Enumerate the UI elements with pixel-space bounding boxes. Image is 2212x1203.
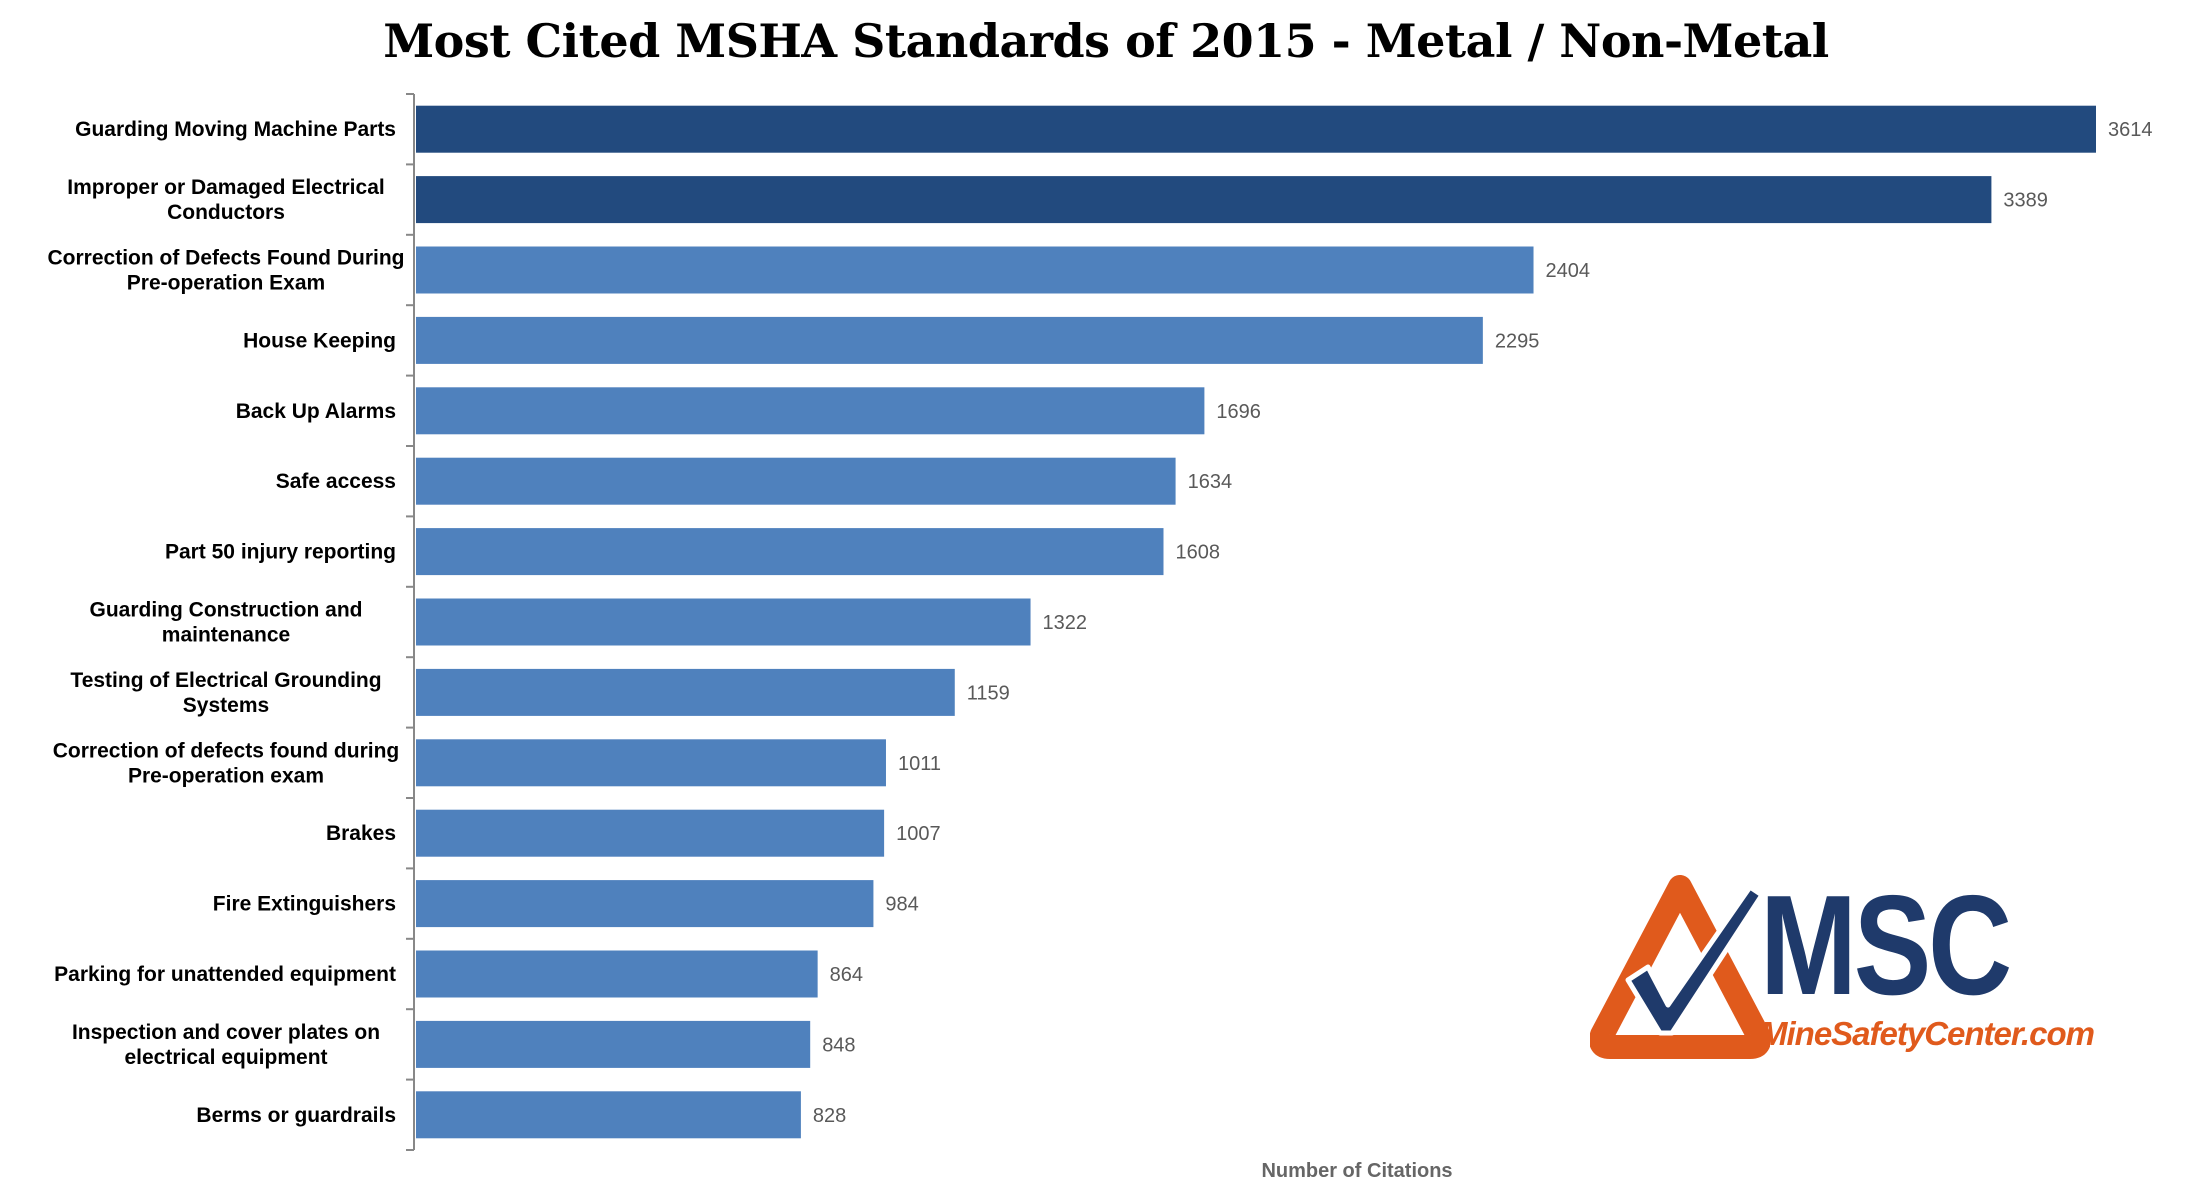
bars (416, 105, 2096, 1139)
bar (416, 1020, 811, 1068)
chart-title: Most Cited MSHA Standards of 2015 - Meta… (383, 14, 1829, 68)
category-label: House Keeping (243, 329, 396, 352)
data-label: 984 (885, 894, 918, 916)
category-label: Improper or Damaged Electrical Conductors (67, 176, 384, 224)
category-label: Testing of Electrical Grounding Systems (70, 669, 381, 717)
bar (416, 668, 955, 716)
data-label: 3614 (2108, 119, 2153, 141)
msc-logo: MSC MineSafetyCenter.com (1590, 866, 2095, 1060)
category-label: Safe access (276, 470, 396, 493)
value-labels: 3614 3389 2404 2295 1696 1634 1608 1322 1159 1011… (813, 119, 2153, 1127)
bar (416, 528, 1164, 576)
category-label: Parking for unattended equipment (54, 963, 396, 986)
logo-url-text: MineSafetyCenter.com (1760, 1015, 2095, 1052)
data-label: 1696 (1216, 401, 1261, 423)
data-label: 1634 (1188, 471, 1233, 493)
category-labels: Guarding Moving Machine Parts Improper or… (48, 118, 405, 1127)
x-axis-title: Number of Citations (1261, 1160, 1452, 1182)
bar (416, 316, 1483, 364)
data-label: 1011 (898, 753, 941, 775)
category-label: Guarding Construction and maintenance (90, 599, 363, 647)
bar (416, 457, 1176, 505)
logo-msc-text: MSC (1760, 866, 2012, 1025)
data-label: 1608 (1175, 542, 1220, 564)
category-label: Correction of defects found during Pre-op… (53, 739, 400, 787)
check-triangle-icon (1590, 875, 1770, 1059)
data-label: 1159 (967, 682, 1010, 704)
bar (416, 176, 1992, 224)
data-label: 1007 (896, 823, 941, 845)
bar (416, 1091, 801, 1139)
category-label: Correction of Defects Found During Pre-op… (48, 247, 405, 295)
data-label: 828 (813, 1105, 846, 1127)
data-label: 1322 (1043, 612, 1088, 634)
bar (416, 950, 818, 998)
bar (416, 387, 1205, 435)
data-label: 2404 (1546, 260, 1591, 282)
bar (416, 105, 2096, 153)
category-label: Brakes (326, 822, 396, 845)
category-label: Back Up Alarms (236, 400, 396, 423)
category-label: Berms or guardrails (196, 1104, 396, 1127)
category-label: Part 50 injury reporting (165, 541, 396, 564)
bar (416, 809, 885, 857)
data-label: 864 (830, 964, 863, 986)
data-label: 3389 (2003, 190, 2048, 212)
bar (416, 598, 1031, 646)
y-axis (406, 93, 415, 1151)
bar (416, 739, 886, 787)
data-label: 2295 (1495, 330, 1540, 352)
data-label: 848 (822, 1034, 855, 1056)
category-label: Guarding Moving Machine Parts (75, 118, 396, 141)
category-label: Inspection and cover plates on electrical… (72, 1021, 380, 1069)
bar (416, 880, 874, 928)
category-label: Fire Extinguishers (213, 893, 396, 916)
bar (416, 246, 1534, 294)
